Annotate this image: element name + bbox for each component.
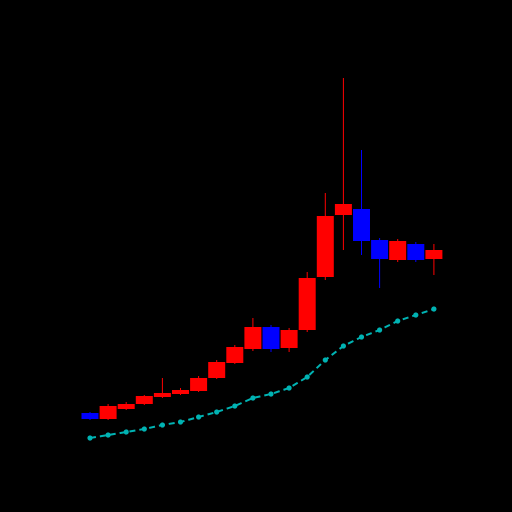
line-point	[395, 318, 401, 324]
line-point	[431, 306, 437, 312]
candle-body	[99, 406, 117, 419]
candle-body	[172, 390, 189, 394]
line-point	[123, 429, 129, 435]
line-point	[177, 419, 184, 425]
line-point	[159, 422, 165, 428]
line-point	[141, 426, 147, 432]
line-point	[268, 391, 274, 397]
candle-body	[244, 327, 262, 349]
line-point	[105, 432, 111, 438]
line-point	[358, 334, 365, 340]
line-point	[322, 357, 328, 363]
candle-body	[81, 413, 99, 419]
candle-body	[425, 250, 443, 259]
line-point	[232, 403, 238, 409]
candle-body	[226, 347, 244, 363]
line-point	[340, 343, 346, 349]
candle-body	[298, 278, 316, 330]
candle-body	[389, 241, 407, 260]
line-point	[87, 435, 93, 441]
line-point	[304, 374, 310, 380]
candle-body	[262, 327, 280, 349]
candle-body	[407, 244, 425, 260]
candle-body	[153, 393, 171, 397]
candle-body	[117, 404, 135, 409]
candle-body	[316, 216, 334, 277]
line-point	[250, 395, 256, 401]
candle-body	[353, 209, 370, 241]
line-series	[89, 308, 435, 439]
candle-body	[208, 362, 226, 378]
candle-body	[371, 240, 389, 259]
line-point	[286, 385, 292, 391]
line-point	[377, 327, 383, 333]
candle-body	[190, 378, 208, 391]
line-point	[413, 312, 419, 318]
line-point	[214, 409, 220, 415]
candle-body	[280, 330, 298, 348]
line-point	[196, 414, 202, 420]
candle-body	[135, 396, 153, 404]
candle-body	[334, 204, 352, 215]
